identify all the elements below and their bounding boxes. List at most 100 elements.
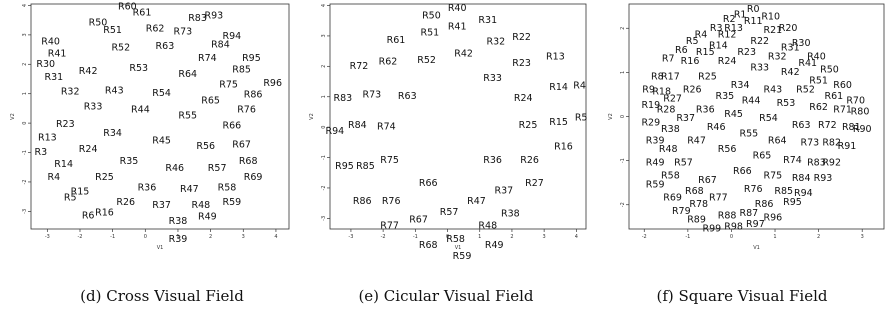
x-tick-label: 2 xyxy=(817,234,820,240)
point-label-r31: R31 xyxy=(478,15,497,26)
point-label-r53: R53 xyxy=(129,63,148,74)
point-label-r26: R26 xyxy=(683,85,702,96)
point-label-r23: R23 xyxy=(512,58,531,69)
x-tick-label: -2 xyxy=(642,234,647,240)
point-label-r4: R4 xyxy=(695,29,708,40)
point-label-r58: R58 xyxy=(661,171,680,182)
point-label-r43: R43 xyxy=(105,85,124,96)
point-label-r67: R67 xyxy=(409,214,428,225)
point-label-r3: R3 xyxy=(710,23,723,34)
point-label-r44: R44 xyxy=(742,96,761,107)
point-label-r32: R32 xyxy=(61,87,80,98)
point-label-r14: R14 xyxy=(549,82,568,93)
point-label-r25: R25 xyxy=(95,172,114,183)
y-tick-label: 1 xyxy=(22,92,28,95)
point-label-r6: R6 xyxy=(675,45,688,56)
point-label-r35: R35 xyxy=(716,91,735,102)
point-label-r40: R40 xyxy=(41,37,60,48)
y-tick-label: 0 xyxy=(22,122,28,125)
point-label-r58: R58 xyxy=(446,234,465,245)
point-label-r24: R24 xyxy=(514,93,533,104)
point-label-r32: R32 xyxy=(768,51,787,62)
point-label-r76: R76 xyxy=(237,104,256,115)
point-label-r75: R75 xyxy=(763,171,782,182)
point-label-r73: R73 xyxy=(363,90,382,101)
point-label-r48: R48 xyxy=(191,200,210,211)
point-label-r68: R68 xyxy=(419,240,438,251)
point-label-r44: R44 xyxy=(131,104,150,115)
x-tick-label: -3 xyxy=(348,234,353,240)
point-label-r41: R41 xyxy=(448,21,467,32)
point-label-r86: R86 xyxy=(244,90,263,101)
y-tick-label: 1 xyxy=(620,71,626,74)
plot-frame xyxy=(30,3,290,230)
point-label-r94: R94 xyxy=(222,31,241,42)
y-tick-label: 1 xyxy=(321,95,327,98)
point-label-r4: R4 xyxy=(48,172,61,183)
point-label-r49: R49 xyxy=(198,212,217,223)
point-label-r99: R99 xyxy=(702,224,721,235)
point-label-r69: R69 xyxy=(663,193,682,204)
point-label-r40: R40 xyxy=(448,3,467,14)
point-label-r61: R61 xyxy=(825,91,844,102)
point-label-r41: R41 xyxy=(48,49,67,60)
point-label-r94: R94 xyxy=(794,188,813,199)
point-label-r33: R33 xyxy=(750,62,769,73)
point-label-r55: R55 xyxy=(740,129,759,140)
point-label-r96: R96 xyxy=(263,78,282,89)
point-label-r91: R91 xyxy=(838,141,857,152)
point-label-r48: R48 xyxy=(659,144,678,155)
point-label-r81: R81 xyxy=(842,122,861,133)
point-label-r27: R27 xyxy=(525,178,544,189)
point-label-r36: R36 xyxy=(483,155,502,166)
point-label-r56: R56 xyxy=(196,141,215,152)
point-label-r22: R22 xyxy=(750,36,769,47)
point-label-r9: R9 xyxy=(642,85,655,96)
x-tick-label: -2 xyxy=(381,234,386,240)
point-label-r3: R3 xyxy=(34,147,47,158)
point-label-r1: R1 xyxy=(734,10,747,21)
y-axis-label: V2 xyxy=(608,113,614,120)
x-tick-label: 1 xyxy=(773,234,776,240)
point-label-r26: R26 xyxy=(520,155,539,166)
point-label-r30: R30 xyxy=(36,59,55,70)
y-tick-label: -1 xyxy=(22,150,28,155)
point-label-r27: R27 xyxy=(663,93,682,104)
point-label-r82: R82 xyxy=(822,137,841,148)
point-label-r62: R62 xyxy=(809,102,828,113)
point-label-r83: R83 xyxy=(807,157,826,168)
point-label-r95: R95 xyxy=(783,197,802,208)
point-label-r63: R63 xyxy=(156,41,175,52)
point-label-r77: R77 xyxy=(380,220,399,231)
point-label-r72: R72 xyxy=(818,120,837,131)
point-label-r32: R32 xyxy=(486,37,505,48)
point-label-r95: R95 xyxy=(335,161,354,172)
point-label-r85: R85 xyxy=(232,65,251,76)
point-label-r46: R46 xyxy=(165,163,184,174)
point-label-r86: R86 xyxy=(755,199,774,210)
x-axis-label: V1 xyxy=(753,245,760,251)
point-label-r63: R63 xyxy=(792,120,811,131)
point-label-r84: R84 xyxy=(348,120,367,131)
point-label-r2: R2 xyxy=(723,14,736,25)
point-label-r54: R54 xyxy=(759,113,778,124)
point-label-r23: R23 xyxy=(737,47,756,58)
point-label-r83: R83 xyxy=(188,13,207,24)
point-label-r13: R13 xyxy=(38,132,57,143)
point-label-r51: R51 xyxy=(809,76,828,87)
point-label-r67: R67 xyxy=(232,140,251,151)
point-label-r42: R42 xyxy=(454,49,473,60)
point-label-r84: R84 xyxy=(792,173,811,184)
point-label-r84: R84 xyxy=(211,40,230,51)
point-label-r95: R95 xyxy=(242,53,261,64)
point-label-r86: R86 xyxy=(353,196,372,207)
x-tick-label: 4 xyxy=(575,234,578,240)
point-label-r90: R90 xyxy=(853,124,872,135)
point-label-r74: R74 xyxy=(783,155,802,166)
panel-1: -3 -2 -1 0 1 2 3 4 -3 -2 -1 0 1 2 3 4 V1 V2 R40 R50 R31 R41 R5… xyxy=(309,3,587,262)
y-tick-label: -2 xyxy=(620,202,626,207)
x-axis-label: V1 xyxy=(157,245,164,251)
y-tick-label: 2 xyxy=(620,27,626,30)
y-tick-label: -2 xyxy=(22,179,28,184)
point-label-r8: R8 xyxy=(651,71,664,82)
